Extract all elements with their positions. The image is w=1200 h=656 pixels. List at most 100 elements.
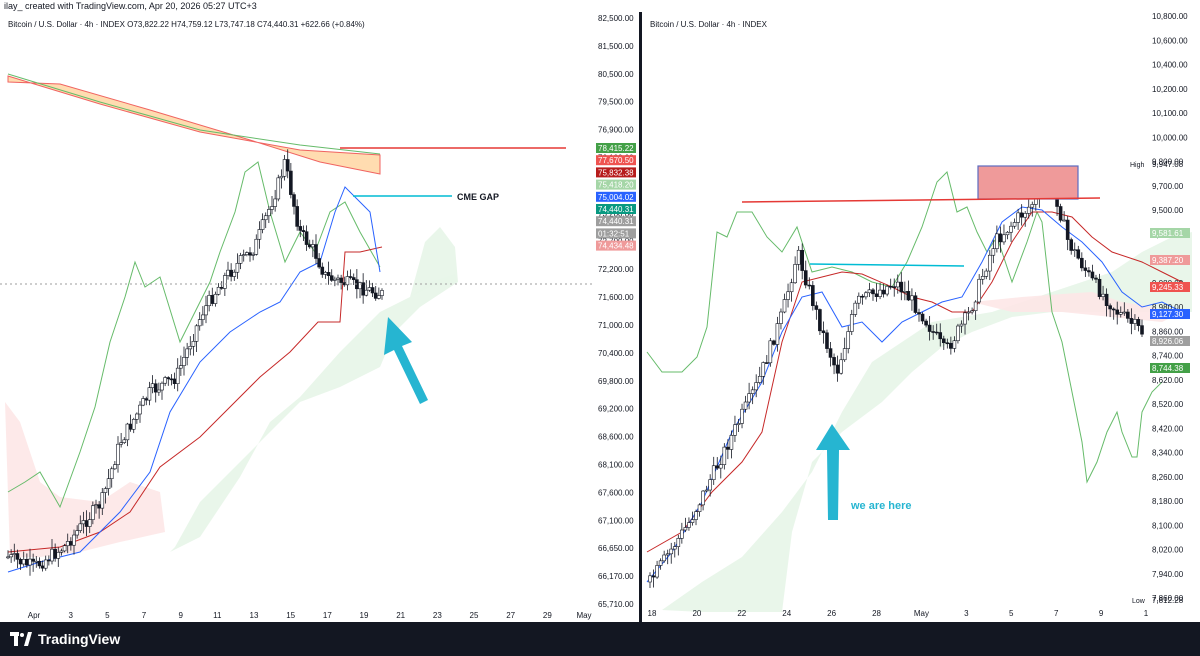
- candle-body: [380, 290, 384, 296]
- candle-body: [1005, 231, 1010, 236]
- date-tick-label: 17: [323, 611, 332, 620]
- candle-body: [62, 545, 67, 552]
- resistance-ribbon: [7, 75, 381, 175]
- price-tick-label: 67,600.00: [598, 488, 634, 497]
- candle-body: [651, 575, 656, 578]
- candle-body: [832, 357, 836, 366]
- candle-body: [694, 511, 698, 520]
- high-label: High: [1130, 162, 1145, 169]
- price-tags: 9,581.61 9,387.20 9,245.33 9,127.30 8,926.06…: [1150, 228, 1190, 373]
- brand-name: TradingView: [38, 631, 121, 647]
- candle-body: [966, 311, 971, 314]
- candle-body: [701, 490, 705, 506]
- candlestick-series: [6, 149, 384, 576]
- candle-body: [835, 364, 840, 374]
- candle-body: [740, 408, 744, 424]
- candle-body: [786, 291, 790, 300]
- candle-body: [116, 443, 120, 465]
- resistance-line[interactable]: [741, 197, 1101, 203]
- attribution-caption: ilay_ created with TradingView.com, Apr …: [4, 1, 257, 11]
- candle-body: [267, 209, 271, 217]
- candle-body: [1012, 222, 1017, 227]
- candle-body: [292, 194, 296, 207]
- candle-body: [747, 393, 751, 403]
- price-tick-label: 67,100.00: [598, 516, 634, 525]
- time-axis[interactable]: 18 20 22 24 26 28 May 3 5 7 9 1: [648, 609, 1149, 618]
- candle-body: [1069, 239, 1074, 251]
- candle-body: [298, 226, 303, 231]
- price-tick-label: 8,420.00: [1152, 424, 1184, 433]
- low-value: 7,812.28: [1152, 596, 1184, 605]
- candle-body: [987, 254, 992, 272]
- left-chart-canvas[interactable]: CME GAP 82,500.00 81,500.00 80,500.00 79,50…: [0, 12, 639, 622]
- date-tick-label: 1: [1144, 609, 1149, 618]
- candle-body: [768, 340, 773, 364]
- price-tick-label: 9,700.00: [1152, 182, 1184, 191]
- price-tag-bg: [1150, 282, 1190, 292]
- candle-body: [927, 324, 932, 332]
- supply-zone-box[interactable]: [977, 165, 1079, 200]
- price-tick-label: 71,000.00: [598, 321, 634, 330]
- candle-body: [219, 286, 224, 289]
- candle-body: [878, 289, 882, 297]
- candle-body: [672, 546, 677, 550]
- candle-body: [323, 272, 328, 275]
- candle-body: [37, 560, 42, 567]
- left-chart-panel[interactable]: CME GAP 82,500.00 81,500.00 80,500.00 79,50…: [0, 12, 639, 622]
- price-tag-bg: [596, 216, 636, 227]
- candle-body: [853, 302, 858, 315]
- price-axis[interactable]: 82,500.00 81,500.00 80,500.00 79,500.00 76,9…: [598, 14, 634, 609]
- candle-body: [329, 275, 334, 281]
- candle-body: [204, 305, 208, 316]
- price-tick-label: 76,900.00: [598, 126, 634, 135]
- candle-body: [257, 229, 262, 240]
- candle-body: [141, 398, 145, 406]
- candle-body: [782, 299, 787, 313]
- support-line[interactable]: [809, 263, 965, 267]
- candle-body: [680, 529, 684, 539]
- candle-body: [803, 270, 808, 286]
- candle-body: [1136, 319, 1141, 326]
- candle-body: [47, 559, 51, 562]
- candle-body: [289, 170, 293, 195]
- candle-body: [995, 233, 999, 250]
- candle-body: [94, 504, 98, 507]
- panel-divider: [639, 12, 642, 622]
- time-axis[interactable]: Apr 3 5 7 9 11 13 15 17 19 21 23 25 27 29 May: [28, 611, 592, 620]
- candle-body: [963, 312, 967, 325]
- date-tick-label: 3: [964, 609, 969, 618]
- candle-body: [1122, 311, 1127, 314]
- candle-body: [285, 159, 290, 172]
- candle-body: [924, 320, 928, 326]
- candle-body: [367, 287, 372, 291]
- candle-body: [910, 295, 914, 301]
- candle-body: [722, 446, 727, 465]
- price-tag-bg: [1150, 255, 1190, 265]
- candle-body: [736, 423, 741, 426]
- date-tick-label: 13: [250, 611, 259, 620]
- candle-body: [864, 292, 868, 298]
- price-axis[interactable]: 10,800.00 10,600.00 10,400.00 10,200.00 10,1…: [1152, 12, 1188, 603]
- right-chart-panel[interactable]: we are here 10,800.00 10,600.00 10,400.00 1…: [642, 12, 1200, 622]
- price-tag: 9,245.33: [1152, 283, 1184, 292]
- candle-body: [260, 219, 265, 230]
- right-chart-canvas[interactable]: we are here 10,800.0010,600.0010,400.001…: [642, 12, 1200, 622]
- candle-body: [984, 270, 989, 277]
- price-tag-bg: [1150, 336, 1190, 346]
- candle-body: [754, 382, 758, 391]
- candle-body: [150, 383, 155, 388]
- candle-body: [892, 286, 897, 288]
- tradingview-logo[interactable]: TradingView: [10, 631, 120, 647]
- price-tick-label: 65,710.00: [598, 600, 634, 609]
- candle-body: [175, 367, 180, 384]
- cme-gap-label: CME GAP: [457, 192, 499, 202]
- candle-body: [87, 519, 92, 527]
- candle-body: [226, 269, 230, 276]
- candle-body: [938, 332, 943, 340]
- price-tick-label: 68,100.00: [598, 460, 634, 469]
- price-tick-label: 9,800.00: [1152, 158, 1184, 167]
- candle-body: [818, 309, 822, 332]
- candle-body: [153, 383, 158, 393]
- candle-body: [765, 362, 769, 364]
- footer-bar: TradingView: [0, 622, 1200, 656]
